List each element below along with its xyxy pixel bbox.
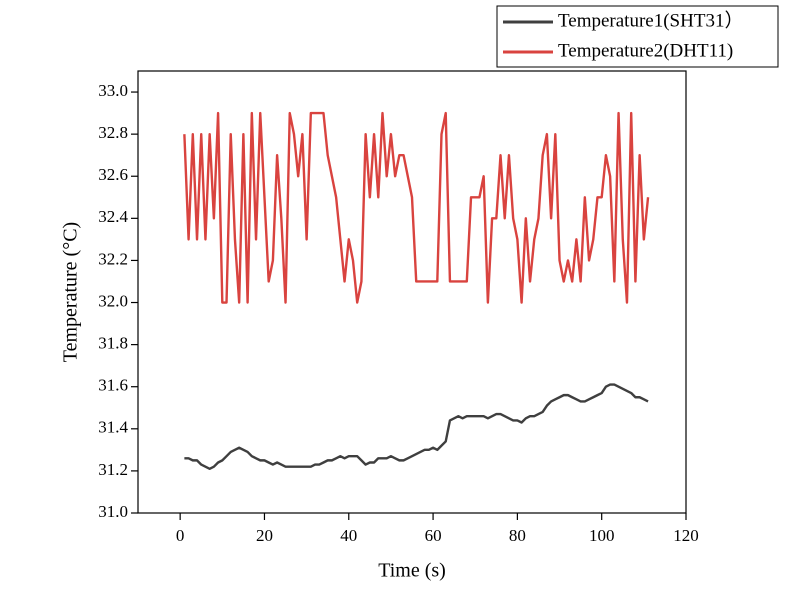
x-tick-label: 20	[256, 526, 273, 545]
plot-frame	[137, 70, 687, 514]
y-tick-label: 31.2	[98, 460, 128, 479]
x-axis-title: Time (s)	[378, 560, 446, 582]
y-tick-label: 31.8	[98, 334, 128, 353]
series-line	[183, 111, 650, 304]
x-tick-label: 0	[176, 526, 185, 545]
x-tick-label: 120	[673, 526, 699, 545]
y-tick-label: 32.4	[98, 207, 128, 226]
legend-label: Temperature2(DHT11)	[558, 40, 733, 61]
y-tick-label: 31.0	[98, 502, 128, 521]
x-tick-label: 80	[509, 526, 526, 545]
y-tick-label: 31.6	[98, 376, 128, 395]
x-tick-label: 100	[589, 526, 615, 545]
x-tick-label: 60	[425, 526, 442, 545]
legend: Temperature1(SHT31） Temperature2(DHT11)	[496, 5, 779, 68]
y-axis-title: Temperature (°C)	[60, 222, 82, 362]
legend-box	[496, 5, 779, 68]
series-line	[184, 383, 649, 470]
y-tick-label: 32.6	[98, 165, 128, 184]
legend-label: Temperature1(SHT31）	[558, 9, 743, 31]
y-tick-label: 33.0	[98, 81, 128, 100]
x-tick-label: 40	[340, 526, 357, 545]
y-tick-label: 31.4	[98, 418, 128, 437]
y-tick-label: 32.8	[98, 123, 128, 142]
y-tick-label: 32.0	[98, 291, 128, 310]
y-tick-label: 32.2	[98, 249, 128, 268]
